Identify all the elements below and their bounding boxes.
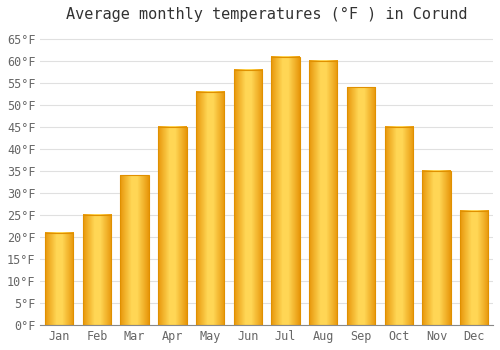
Title: Average monthly temperatures (°F ) in Corund: Average monthly temperatures (°F ) in Co… — [66, 7, 468, 22]
Bar — [234, 70, 262, 325]
Bar — [460, 211, 488, 325]
Bar — [384, 127, 413, 325]
Bar — [272, 56, 299, 325]
Bar — [120, 175, 149, 325]
Bar — [83, 215, 111, 325]
Bar — [196, 92, 224, 325]
Bar — [158, 127, 186, 325]
Bar — [45, 233, 74, 325]
Bar — [309, 61, 338, 325]
Bar — [347, 88, 375, 325]
Bar — [422, 171, 450, 325]
